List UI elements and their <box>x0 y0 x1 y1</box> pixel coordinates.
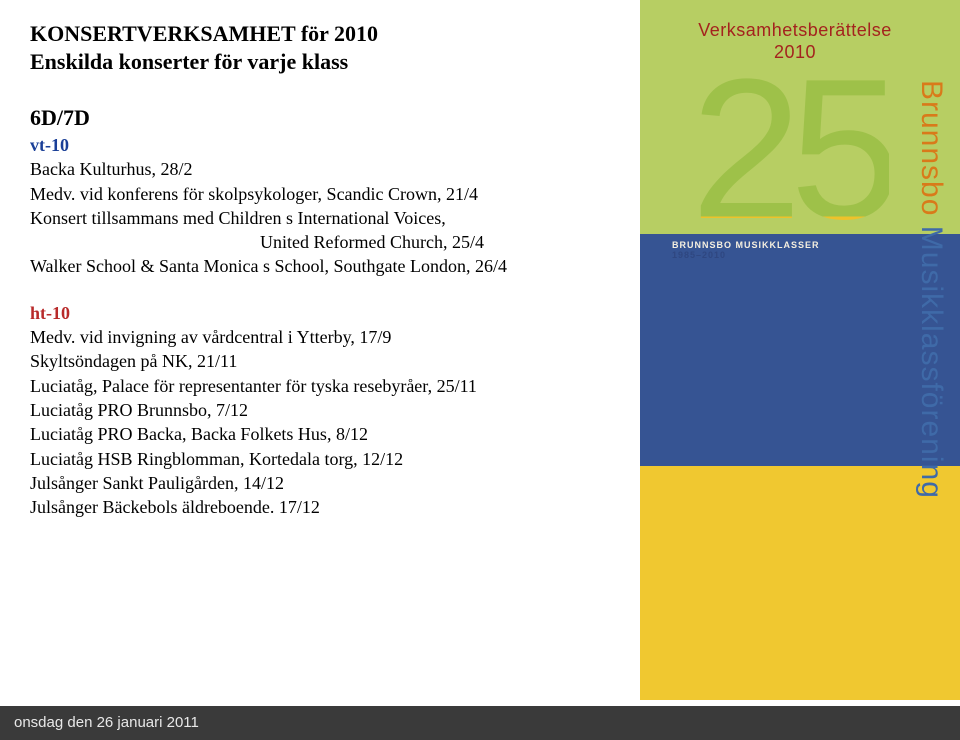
logo-top-line2: 2010 <box>680 42 910 64</box>
vt-block: vt-10 Backa Kulturhus, 28/2 Medv. vid ko… <box>30 133 610 279</box>
ht-line-5: Luciatåg HSB Ringblomman, Kortedala torg… <box>30 447 610 471</box>
slide-canvas: 25 KONSERTVERKSAMHET för 2010 Enskilda k… <box>0 0 960 700</box>
vt-line-0: Backa Kulturhus, 28/2 <box>30 157 610 181</box>
logo-sub: BRUNNSBO MUSIKKLASSER 1985–2010 <box>672 240 902 260</box>
vt-line-2: Konsert tillsammans med Children s Inter… <box>30 206 610 230</box>
footer-text: onsdag den 26 januari 2011 <box>14 714 199 731</box>
ht-label: ht-10 <box>30 301 610 325</box>
ht-line-4: Luciatåg PRO Backa, Backa Folkets Hus, 8… <box>30 422 610 446</box>
ht-block: ht-10 Medv. vid invigning av vårdcentral… <box>30 301 610 520</box>
ht-line-7: Julsånger Bäckebols äldreboende. 17/12 <box>30 495 610 519</box>
title-line-1: KONSERTVERKSAMHET för 2010 <box>30 21 378 46</box>
title-line-2: Enskilda konserter för varje klass <box>30 49 348 74</box>
vertical-brand: Brunnsbo Musikklassförening <box>916 80 946 499</box>
logo-sub-line1: BRUNNSBO MUSIKKLASSER <box>672 240 902 250</box>
footer-bar: onsdag den 26 januari 2011 <box>0 706 960 740</box>
class-heading: 6D/7D <box>30 105 610 131</box>
logo-top-line1: Verksamhetsberättelse <box>680 20 910 42</box>
vt-line-after-0: Walker School & Santa Monica s School, S… <box>30 254 610 278</box>
brand-word2: Musikklassförening <box>915 226 948 499</box>
vt-line-1: Medv. vid konferens för skolpsykologer, … <box>30 182 610 206</box>
ht-line-3: Luciatåg PRO Brunnsbo, 7/12 <box>30 398 610 422</box>
content-panel: KONSERTVERKSAMHET för 2010 Enskilda kons… <box>0 0 640 700</box>
ht-line-0: Medv. vid invigning av vårdcentral i Ytt… <box>30 325 610 349</box>
logo-sub-line2: 1985–2010 <box>672 250 902 260</box>
ht-line-2: Luciatåg, Palace för representanter för … <box>30 374 610 398</box>
vt-line-indent: United Reformed Church, 25/4 <box>30 230 610 254</box>
ht-line-1: Skyltsöndagen på NK, 21/11 <box>30 349 610 373</box>
logo-block: Verksamhetsberättelse 2010 <box>680 20 910 63</box>
brand-word1: Brunnsbo <box>915 80 948 216</box>
vt-label: vt-10 <box>30 133 610 157</box>
page-title: KONSERTVERKSAMHET för 2010 Enskilda kons… <box>30 20 610 75</box>
ht-line-6: Julsånger Sankt Pauligården, 14/12 <box>30 471 610 495</box>
